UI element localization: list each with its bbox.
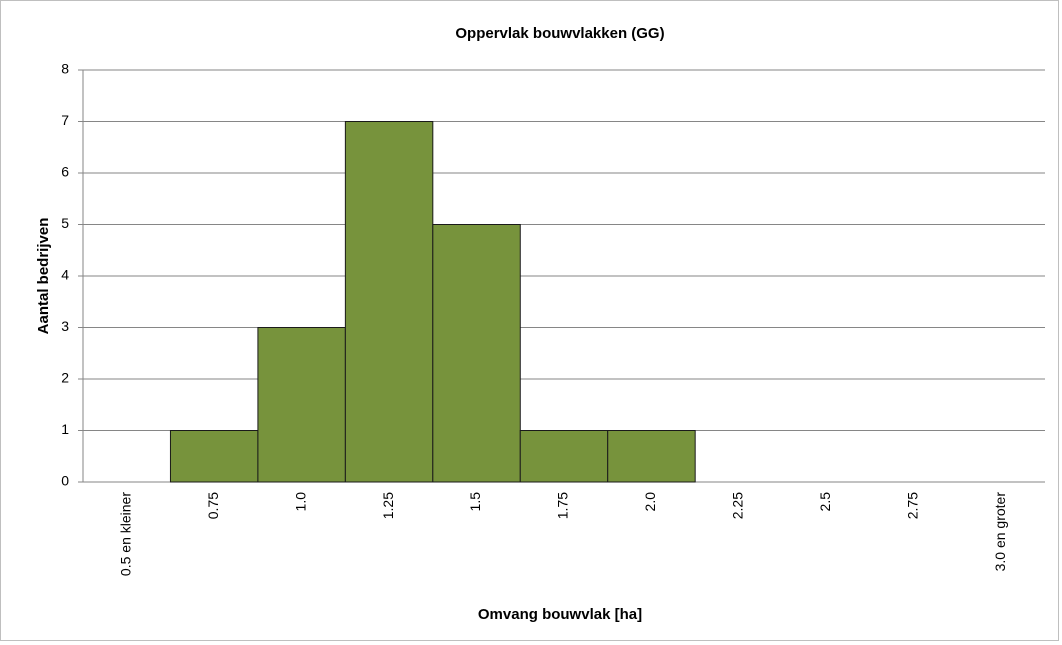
y-tick-label: 5 — [61, 215, 69, 231]
bar — [519, 430, 609, 483]
y-axis-title: Aantal bedrijven — [35, 218, 52, 335]
y-tick-label: 4 — [61, 267, 69, 283]
x-tick-label: 1.25 — [380, 492, 396, 519]
x-tick-label: 0.75 — [205, 492, 221, 519]
y-tick-label: 1 — [61, 421, 69, 437]
bar — [169, 430, 259, 483]
y-tick-label: 3 — [61, 318, 69, 334]
y-tick-label: 0 — [61, 473, 69, 489]
x-tick-label: 3.0 en groter — [992, 492, 1008, 572]
x-tick-label: 1.75 — [555, 492, 571, 519]
x-tick-label: 2.75 — [905, 492, 921, 519]
x-tick-label: 2.5 — [817, 492, 833, 512]
x-tick-label: 1.0 — [292, 492, 308, 512]
bar — [607, 430, 696, 483]
y-tick-label: 8 — [61, 61, 69, 77]
chart-title: Oppervlak bouwvlakken (GG) — [455, 25, 664, 42]
x-tick-label: 2.25 — [730, 492, 746, 519]
x-tick-label: 2.0 — [642, 492, 658, 512]
x-tick-label: 0.5 en kleiner — [117, 492, 133, 576]
x-axis-title: Omvang bouwvlak [ha] — [478, 606, 642, 623]
x-tick-label: 1.5 — [467, 492, 483, 512]
y-tick-label: 6 — [61, 164, 69, 180]
bar — [432, 224, 521, 483]
bar — [257, 327, 346, 483]
bar — [344, 121, 434, 483]
y-tick-label: 2 — [61, 370, 69, 386]
y-tick-label: 7 — [61, 112, 69, 128]
